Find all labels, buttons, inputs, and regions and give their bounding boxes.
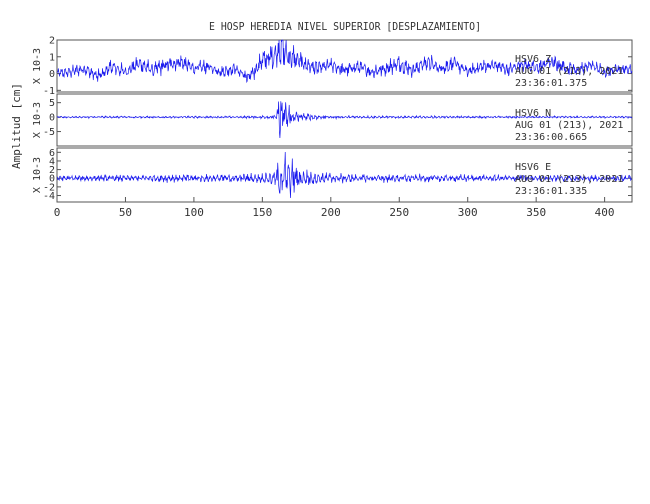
channel-label: HSV6 N: [515, 108, 551, 119]
panel-frame: [56, 39, 633, 93]
panel-frame: [56, 147, 633, 203]
y-tick-label: 0: [49, 174, 55, 185]
panel-frame: [56, 93, 633, 147]
y-tick-label: -4: [43, 191, 55, 202]
y-tick-label: 0: [49, 113, 55, 124]
chart-title: E HOSP HEREDIA NIVEL SUPERIOR [DESPLAZAM…: [209, 20, 481, 33]
y-tick-label: -1: [43, 86, 55, 97]
date-label: AUG 01 (213), 2021: [515, 174, 623, 185]
x-tick-label: 250: [389, 206, 409, 219]
x-tick-label: 50: [119, 206, 132, 219]
channel-label: HSV6 Z: [515, 54, 551, 65]
scale-label: X 10-3: [32, 48, 43, 84]
y-tick-label: 2: [49, 36, 55, 47]
x-tick-label: 350: [526, 206, 546, 219]
date-label: AUG 01 (213), 2021: [515, 66, 623, 77]
x-axis: 0 50 100 150 200 250 300 350 400: [54, 197, 615, 219]
time-label: 23:36:01.335: [515, 186, 587, 197]
date-label: AUG 01 (213), 2021: [515, 120, 623, 131]
channel-label: HSV6 E: [515, 162, 551, 173]
y-tick-label: 4: [49, 156, 55, 167]
y-tick-label: -5: [43, 127, 55, 138]
y-tick-label: 6: [49, 148, 55, 159]
x-tick-label: 0: [54, 206, 61, 219]
y-tick-label: 5: [49, 98, 55, 109]
y-tick-label: -2: [43, 182, 55, 193]
waveform-trace: [56, 151, 633, 198]
x-tick-label: 100: [184, 206, 204, 219]
waveform-trace: [56, 39, 633, 84]
scale-label: X 10-3: [32, 157, 43, 193]
x-tick-label: 150: [252, 206, 272, 219]
time-label: 23:36:00.665: [515, 132, 587, 143]
x-tick-label: 300: [458, 206, 478, 219]
y-axis-label: Amplitud [cm]: [10, 83, 23, 169]
y-tick-label: 0: [49, 69, 55, 80]
waveform-trace: [56, 101, 633, 139]
y-tick-label: 1: [49, 52, 55, 63]
x-tick-label: 400: [595, 206, 615, 219]
y-tick-label: 2: [49, 165, 55, 176]
scale-label: X 10-3: [32, 102, 43, 138]
x-tick-label: 200: [321, 206, 341, 219]
time-label: 23:36:01.375: [515, 78, 587, 89]
